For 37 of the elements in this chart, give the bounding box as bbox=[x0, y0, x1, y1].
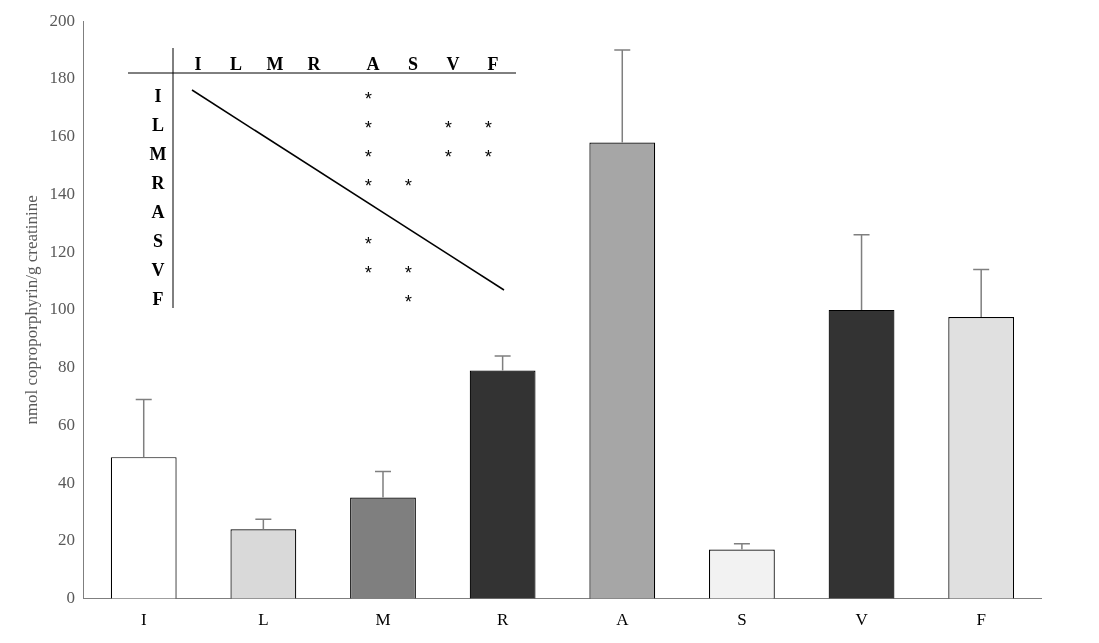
y-tick-label: 140 bbox=[49, 183, 75, 203]
category-label: V bbox=[446, 54, 460, 74]
category-label: S bbox=[407, 54, 419, 74]
category-label: V bbox=[151, 260, 165, 280]
category-label: A bbox=[366, 54, 380, 74]
x-tick-label: S bbox=[737, 610, 747, 630]
x-tick-label: M bbox=[375, 610, 391, 630]
x-tick-label: L bbox=[258, 610, 269, 630]
y-tick-label: 100 bbox=[49, 299, 75, 319]
y-tick-label: 180 bbox=[49, 68, 75, 88]
x-tick-label: A bbox=[616, 610, 630, 630]
y-tick-label: 160 bbox=[49, 126, 75, 146]
y-tick-label: 120 bbox=[49, 241, 75, 261]
category-label: A bbox=[151, 202, 165, 222]
category-label: R bbox=[307, 54, 321, 74]
category-label: R bbox=[151, 173, 165, 193]
category-label: F bbox=[487, 54, 499, 74]
y-tick-label: 40 bbox=[57, 472, 75, 492]
x-tick-label: V bbox=[855, 610, 869, 630]
text: * * * * * * * * * * * * * bbox=[363, 90, 504, 313]
category-label: F bbox=[152, 289, 164, 309]
x-tick-label: F bbox=[976, 610, 986, 630]
category-label: M bbox=[149, 144, 167, 164]
y-axis-title: nmol coproporphyrin/g creatinine bbox=[21, 195, 41, 425]
y-tick-label: 60 bbox=[57, 414, 75, 434]
y-tick-label: 80 bbox=[57, 357, 75, 377]
x-tick-label: R bbox=[496, 610, 509, 630]
x-tick-label: I bbox=[140, 610, 147, 630]
category-label: I bbox=[154, 86, 162, 106]
category-label: L bbox=[229, 54, 243, 74]
y-tick-label: 0 bbox=[66, 588, 75, 608]
y-tick-label: 20 bbox=[57, 530, 75, 550]
category-label: S bbox=[152, 231, 164, 251]
category-label: I bbox=[194, 54, 202, 74]
category-label: L bbox=[151, 115, 165, 135]
category-label: M bbox=[266, 54, 284, 74]
y-tick-label: 200 bbox=[49, 10, 75, 30]
